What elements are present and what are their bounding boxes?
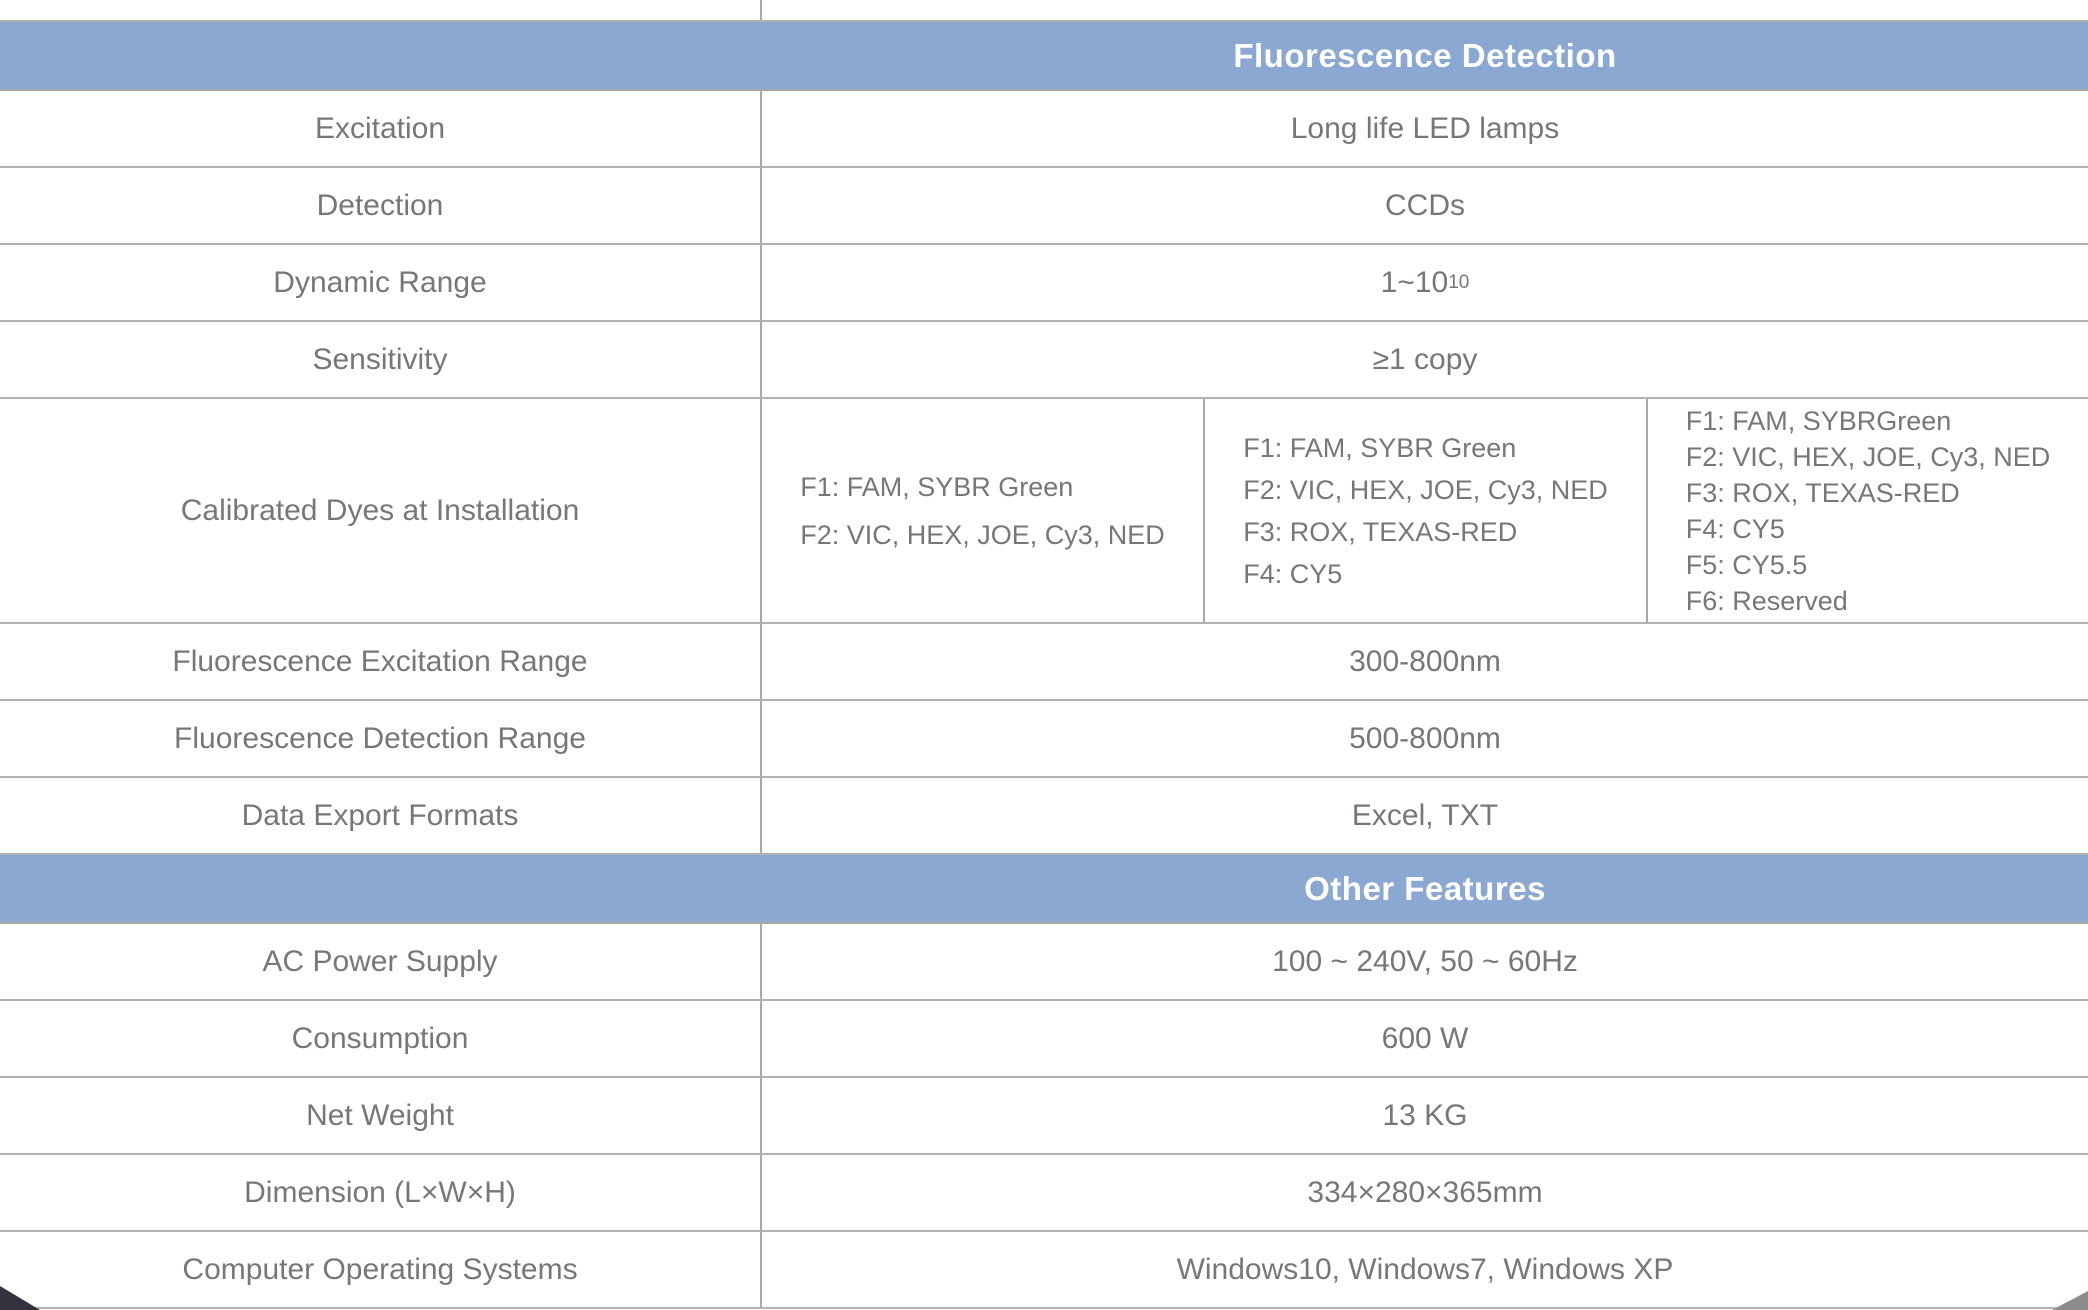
- section-header-spacer: [0, 855, 762, 922]
- section-header-fluorescence-detection: Fluorescence Detection: [0, 22, 2088, 91]
- table-row-fluorescence-detection-range: Fluorescence Detection Range 500-800nm: [0, 701, 2088, 778]
- dyes-line: F5: CY5.5: [1685, 549, 1808, 580]
- row-label: Consumption: [0, 1001, 762, 1076]
- table-row-data-export-formats: Data Export Formats Excel, TXT: [0, 778, 2088, 855]
- table-row-dynamic-range: Dynamic Range 1~10 10: [0, 245, 2088, 322]
- table-row-computer-operating-systems: Computer Operating Systems Windows10, Wi…: [0, 1232, 2088, 1309]
- row-value: 100 ~ 240V, 50 ~ 60Hz: [1272, 944, 1578, 978]
- row-value: 1~10 10: [1380, 265, 1470, 299]
- table-row-fluorescence-excitation-range: Fluorescence Excitation Range 300-800nm: [0, 624, 2088, 701]
- table-row-dimension: Dimension (L×W×H) 334×280×365mm: [0, 1155, 2088, 1232]
- table-row-calibrated-dyes: Calibrated Dyes at Installation F1: FAM,…: [0, 399, 2088, 624]
- partial-top-label-cell: [0, 0, 762, 20]
- table-row-excitation: Excitation Long life LED lamps: [0, 91, 2088, 168]
- row-value: ≥1 copy: [1372, 342, 1478, 376]
- table-row-sensitivity: Sensitivity ≥1 copy: [0, 322, 2088, 399]
- row-value: 500-800nm: [1349, 721, 1501, 755]
- dyes-line: F4: CY5: [1243, 558, 1343, 589]
- section-title: Fluorescence Detection: [1233, 36, 1617, 74]
- row-label: Data Export Formats: [0, 778, 762, 853]
- row-value: 334×280×365mm: [1307, 1175, 1543, 1209]
- dyes-line: F4: CY5: [1685, 513, 1785, 544]
- dyes-line: F6: Reserved: [1685, 585, 1848, 616]
- row-label: Dimension (L×W×H): [0, 1155, 762, 1230]
- row-label: Detection: [0, 168, 762, 243]
- dyes-column-2ch: F1: FAM, SYBR Green F2: VIC, HEX, JOE, C…: [762, 399, 1203, 622]
- row-label: Computer Operating Systems: [0, 1232, 762, 1307]
- section-header-other-features: Other Features: [0, 855, 2088, 924]
- table-row-detection: Detection CCDs: [0, 168, 2088, 245]
- dynamic-range-base: 1~10: [1380, 265, 1449, 299]
- dyes-columns: F1: FAM, SYBR Green F2: VIC, HEX, JOE, C…: [762, 399, 2088, 622]
- dyes-line: F1: FAM, SYBR Green: [1243, 432, 1517, 463]
- section-header-spacer: [0, 22, 762, 89]
- row-value: Windows10, Windows7, Windows XP: [1176, 1252, 1674, 1286]
- dyes-line: F2: VIC, HEX, JOE, Cy3, NED: [1685, 441, 2051, 472]
- dyes-column-6ch: F1: FAM, SYBRGreen F2: VIC, HEX, JOE, Cy…: [1646, 399, 2088, 622]
- row-value: Long life LED lamps: [1290, 111, 1560, 145]
- dyes-list: F1: FAM, SYBR Green F2: VIC, HEX, JOE, C…: [800, 463, 1165, 559]
- row-value: CCDs: [1385, 188, 1465, 222]
- section-title: Other Features: [1304, 869, 1546, 907]
- dyes-line: F1: FAM, SYBR Green: [800, 471, 1074, 502]
- row-value: Excel, TXT: [1351, 798, 1499, 832]
- table-row-consumption: Consumption 600 W: [0, 1001, 2088, 1078]
- row-value: 300-800nm: [1349, 644, 1501, 678]
- row-label: Calibrated Dyes at Installation: [0, 399, 762, 622]
- dyes-line: F3: ROX, TEXAS-RED: [1243, 516, 1518, 547]
- partial-top-row: [0, 0, 2088, 22]
- row-value: 600 W: [1381, 1021, 1469, 1055]
- dyes-line: F1: FAM, SYBRGreen: [1685, 405, 1952, 436]
- dyes-column-4ch: F1: FAM, SYBR Green F2: VIC, HEX, JOE, C…: [1203, 399, 1646, 622]
- row-label: Sensitivity: [0, 322, 762, 397]
- dyes-list: F1: FAM, SYBR Green F2: VIC, HEX, JOE, C…: [1243, 427, 1608, 595]
- dyes-line: F2: VIC, HEX, JOE, Cy3, NED: [800, 519, 1165, 550]
- table-row-net-weight: Net Weight 13 KG: [0, 1078, 2088, 1155]
- dyes-line: F3: ROX, TEXAS-RED: [1685, 477, 1960, 508]
- row-label: Fluorescence Excitation Range: [0, 624, 762, 699]
- table-row-ac-power-supply: AC Power Supply 100 ~ 240V, 50 ~ 60Hz: [0, 924, 2088, 1001]
- row-label: Net Weight: [0, 1078, 762, 1153]
- dyes-line: F2: VIC, HEX, JOE, Cy3, NED: [1243, 474, 1608, 505]
- row-label: Excitation: [0, 91, 762, 166]
- dyes-list: F1: FAM, SYBRGreen F2: VIC, HEX, JOE, Cy…: [1686, 403, 2051, 619]
- partial-top-value-cell: [762, 0, 2088, 20]
- row-value: 13 KG: [1382, 1098, 1468, 1132]
- row-label: Dynamic Range: [0, 245, 762, 320]
- row-label: Fluorescence Detection Range: [0, 701, 762, 776]
- row-label: AC Power Supply: [0, 924, 762, 999]
